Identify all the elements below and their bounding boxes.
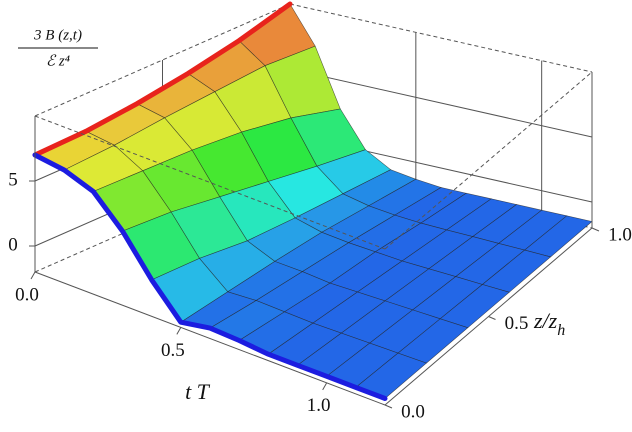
z-tick-label: 0 (8, 234, 18, 255)
y-label-main: z/z (533, 308, 558, 333)
x-tick-label: 0.0 (15, 284, 39, 305)
box-edge (384, 71, 593, 250)
box-edge (289, 3, 593, 73)
edge-line (32, 1, 293, 158)
x-tick-label: 0.5 (161, 340, 185, 361)
x-axis-label: t T (185, 379, 211, 404)
x-tick (176, 327, 182, 335)
y-tick (384, 404, 393, 409)
z-axis-label: 3 B (z,t) ℰ z⁴ (18, 27, 98, 69)
y-tick-label: 0.0 (401, 401, 425, 422)
edge-line (32, 152, 388, 401)
y-tick (488, 316, 496, 320)
y-tick-label: 0.5 (505, 313, 529, 334)
z-label-numerator: 3 B (z,t) (33, 27, 82, 43)
z-tick-label: 5 (8, 169, 18, 190)
y-axis-label: z/zh (533, 308, 565, 339)
z-label-denominator: ℰ z⁴ (46, 53, 70, 69)
box-edge (34, 3, 291, 117)
box-edge (34, 271, 386, 406)
y-tick (591, 227, 600, 232)
y-label-sub: h (557, 322, 565, 339)
x-tick-label: 1.0 (307, 395, 331, 416)
box-edge (384, 227, 593, 406)
x-tick (30, 271, 36, 280)
x-tick (322, 382, 328, 391)
y-tick-label: 1.0 (608, 224, 632, 245)
